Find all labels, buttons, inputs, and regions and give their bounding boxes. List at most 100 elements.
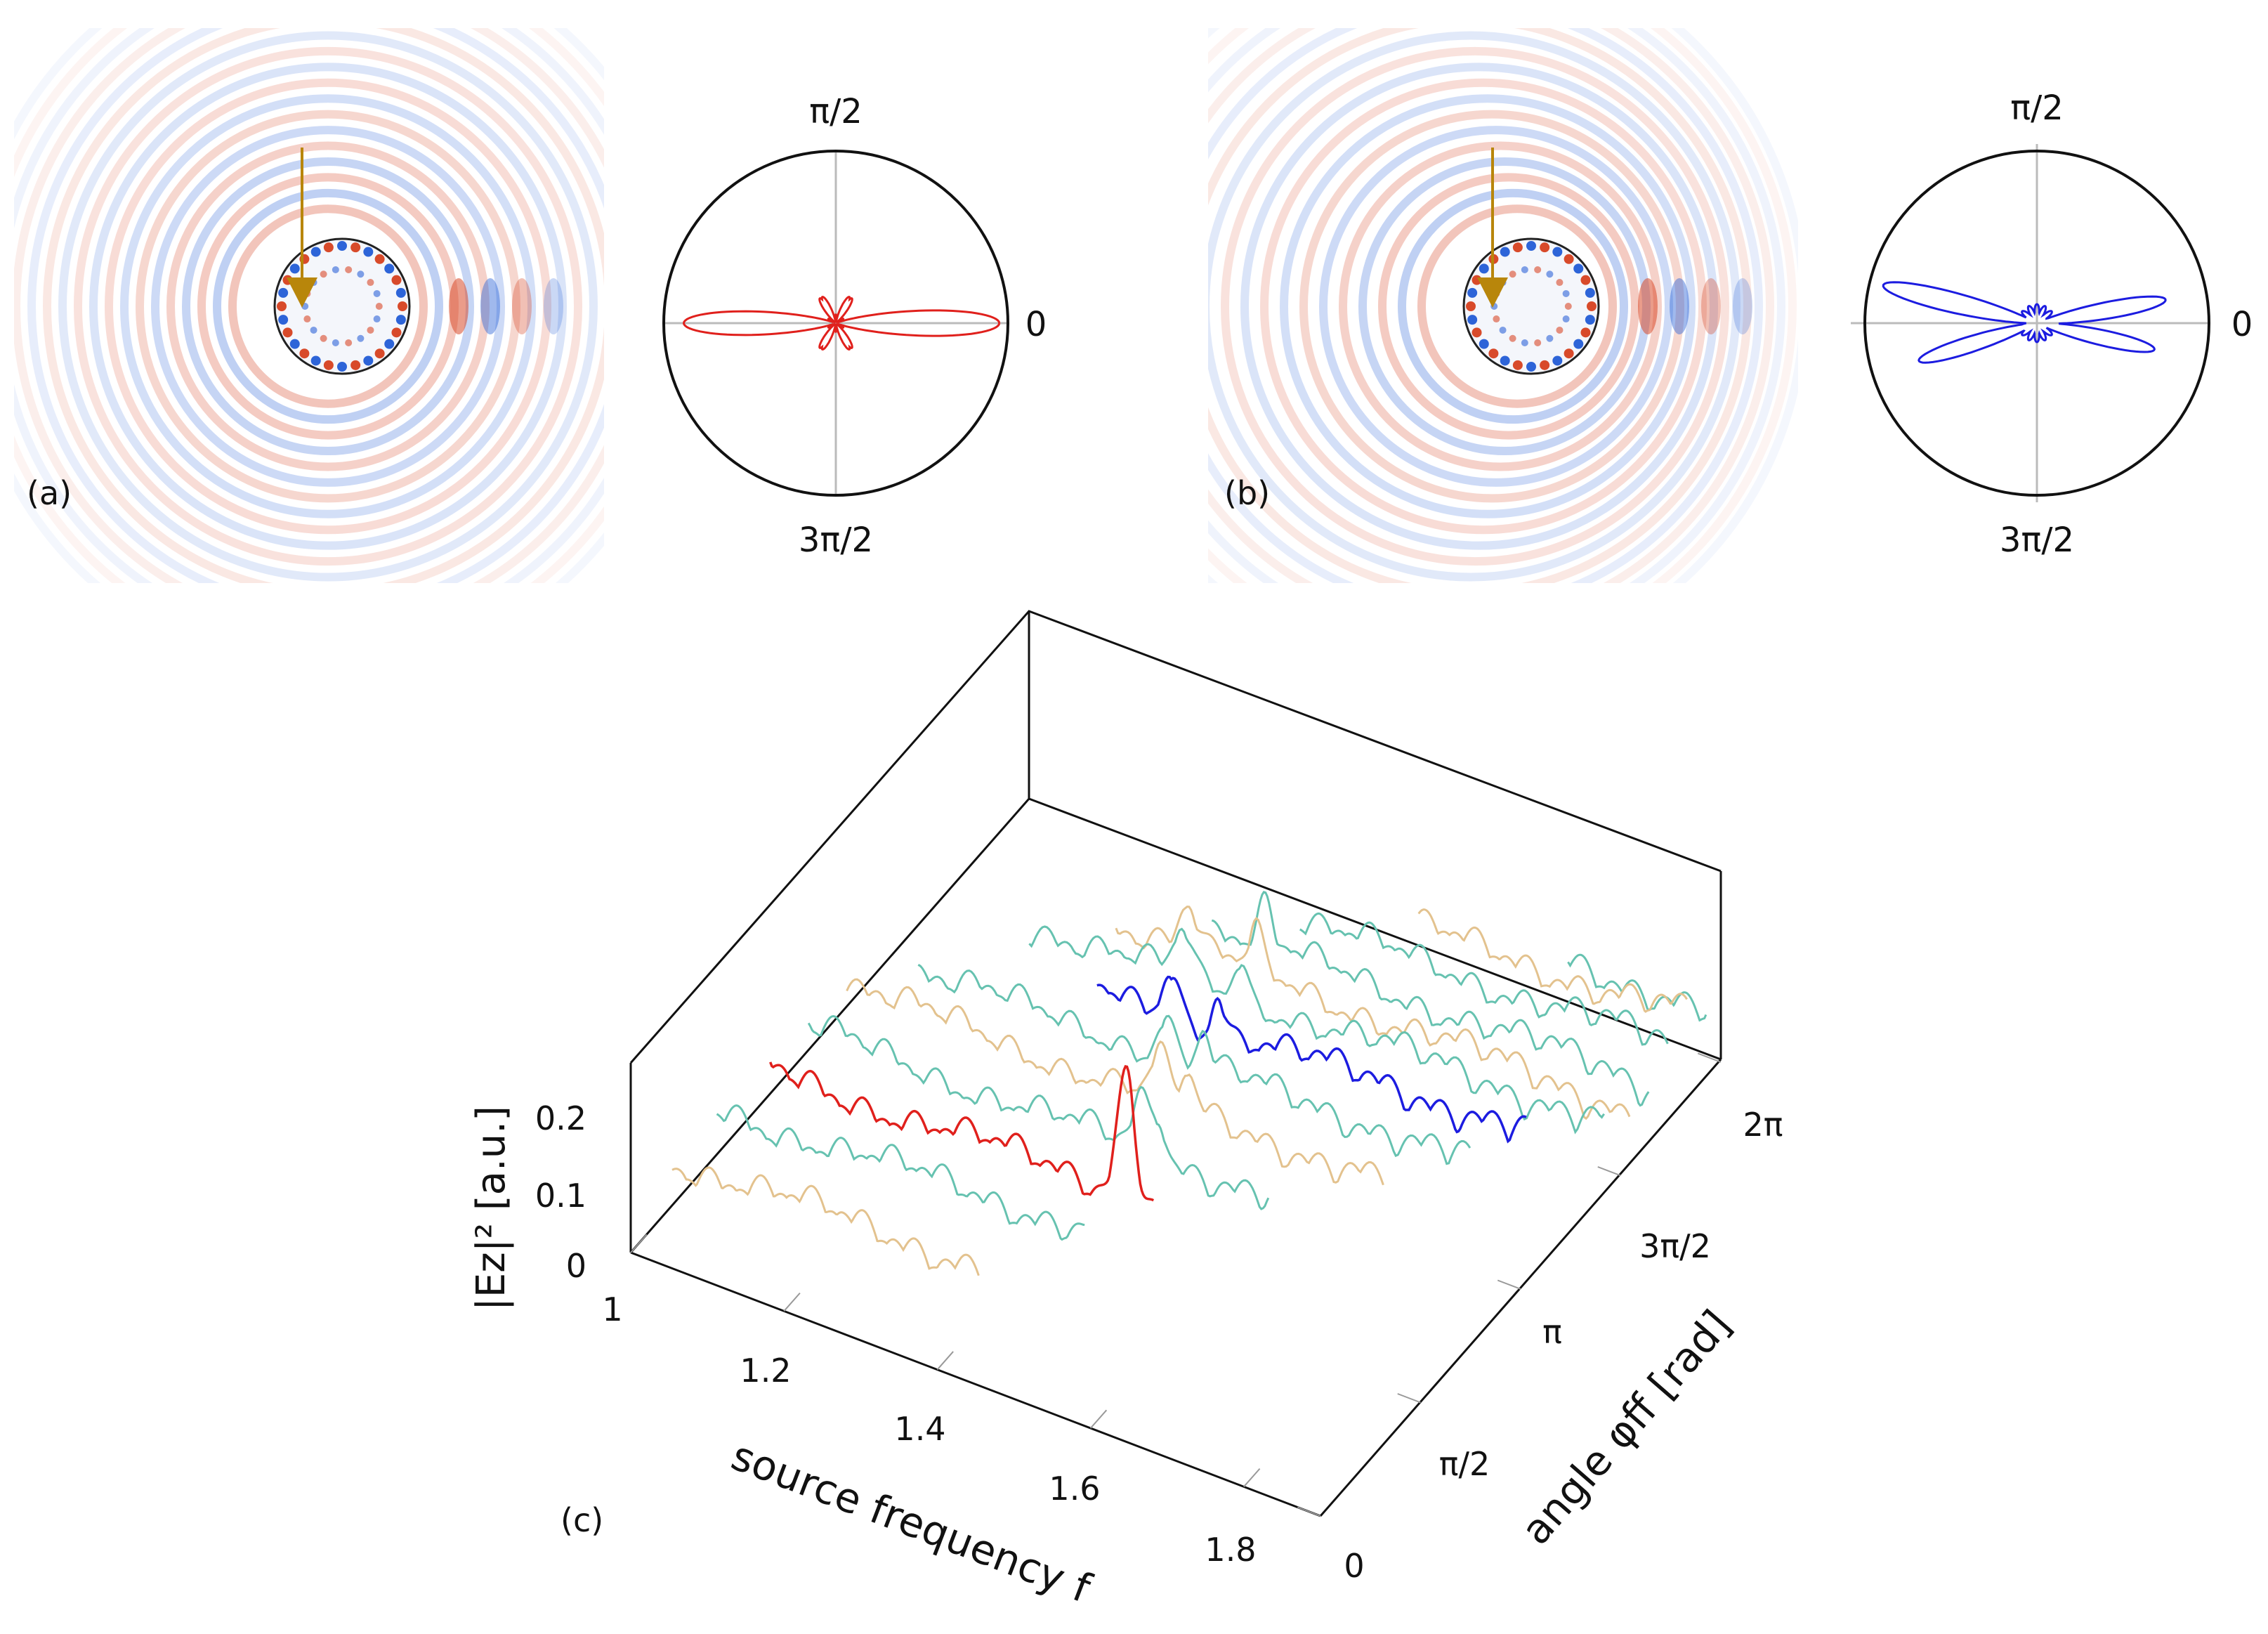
mode-dot bbox=[323, 242, 334, 253]
mode-dot bbox=[374, 348, 385, 359]
wave-lobe bbox=[1638, 278, 1658, 334]
mode-dot bbox=[277, 301, 287, 311]
series-line bbox=[917, 964, 1471, 1165]
wave-ring bbox=[1280, 94, 1696, 518]
x-tick-1: 1 bbox=[602, 1290, 622, 1328]
mode-dot bbox=[337, 362, 347, 372]
waterfall-ticks bbox=[630, 1052, 1722, 1517]
z-tick-0.1: 0.1 bbox=[535, 1177, 586, 1215]
wave-lobe bbox=[1670, 278, 1689, 334]
panel-label-c: (c) bbox=[561, 1501, 603, 1539]
mode-dot bbox=[1512, 360, 1523, 370]
mode-dot bbox=[1467, 315, 1478, 325]
mode-dot bbox=[398, 301, 407, 311]
wave-ring bbox=[1240, 63, 1718, 550]
panel-label-a: (a) bbox=[27, 474, 72, 512]
y-tick-0: 0 bbox=[1344, 1547, 1364, 1585]
mode-dot bbox=[1573, 263, 1584, 274]
polar-curve-b bbox=[1882, 281, 2167, 364]
mode-dot bbox=[289, 263, 300, 274]
wave-lobe bbox=[480, 278, 500, 334]
series-line bbox=[1211, 891, 1650, 1107]
mode-dot bbox=[332, 339, 339, 346]
x-tick-1.8: 1.8 bbox=[1205, 1531, 1256, 1569]
mode-dot bbox=[323, 360, 334, 370]
wave-ring bbox=[43, 28, 604, 583]
mode-dot bbox=[1552, 247, 1563, 257]
wave-ring bbox=[1378, 173, 1639, 440]
x-axis-label: source frequency f bbox=[726, 1432, 1099, 1613]
mode-dot bbox=[345, 266, 353, 274]
wave-ring bbox=[1319, 126, 1673, 487]
mode-dot bbox=[1471, 327, 1482, 338]
mode-dot bbox=[1564, 303, 1572, 310]
series-line bbox=[1567, 953, 1707, 1022]
x-tick-1.2: 1.2 bbox=[740, 1352, 791, 1390]
mode-dot bbox=[303, 315, 311, 323]
wave-ring bbox=[1208, 31, 1741, 582]
source-arrow-a-icon bbox=[287, 148, 317, 308]
y-tick-3pi-2: 3π/2 bbox=[1639, 1227, 1711, 1265]
y-tick-2pi: 2π bbox=[1743, 1106, 1783, 1144]
mode-dot bbox=[1540, 242, 1550, 253]
mode-dot bbox=[1573, 339, 1584, 349]
wave-lobe bbox=[449, 278, 468, 334]
y-tick-mark bbox=[1497, 1279, 1521, 1290]
mode-dot bbox=[373, 315, 381, 323]
series-line bbox=[671, 1166, 980, 1276]
mode-dot bbox=[395, 287, 406, 298]
mode-dot bbox=[310, 326, 317, 334]
mode-dot bbox=[1466, 301, 1476, 311]
mode-dot bbox=[1509, 334, 1516, 342]
mode-dot bbox=[384, 263, 395, 274]
mode-dot bbox=[1534, 339, 1542, 346]
wave-lobe bbox=[1733, 278, 1752, 334]
mode-dot bbox=[375, 303, 383, 310]
wave-ring bbox=[120, 94, 536, 518]
wave-ring bbox=[1299, 110, 1684, 503]
mode-dot bbox=[1512, 242, 1523, 253]
mode-dot bbox=[373, 289, 381, 297]
wave-ring bbox=[1208, 28, 1752, 583]
wave-ring bbox=[1260, 78, 1707, 535]
wave-ring bbox=[1417, 204, 1617, 408]
mode-dot bbox=[1479, 339, 1489, 349]
mode-dot bbox=[1562, 289, 1570, 297]
mode-dot bbox=[363, 355, 374, 366]
wave-ring bbox=[1208, 28, 1785, 583]
y-tick-mark bbox=[1397, 1393, 1421, 1404]
wave-ring bbox=[1208, 28, 1797, 583]
mode-dot bbox=[1546, 334, 1554, 342]
z-tick-0.2: 0.2 bbox=[535, 1099, 586, 1137]
mode-dot bbox=[1467, 287, 1478, 298]
mode-dot bbox=[278, 315, 289, 325]
wave-ring bbox=[228, 204, 428, 408]
y-tick-mark bbox=[1297, 1506, 1321, 1517]
series-line bbox=[1299, 912, 1669, 1046]
mode-dot bbox=[1534, 266, 1542, 274]
mode-dot bbox=[1556, 326, 1564, 334]
mode-dot bbox=[395, 315, 406, 325]
wave-ring bbox=[74, 46, 582, 566]
wave-ring bbox=[1221, 46, 1729, 566]
wave-ring bbox=[151, 126, 505, 487]
y-tick-mark bbox=[1597, 1166, 1621, 1177]
wave-ring bbox=[105, 78, 551, 535]
mode-dot bbox=[345, 339, 353, 346]
series-line bbox=[1028, 925, 1605, 1135]
field-map-a bbox=[14, 28, 604, 583]
field-map-b bbox=[1208, 28, 1798, 583]
mode-dot bbox=[1580, 327, 1591, 338]
mode-dot bbox=[1540, 360, 1550, 370]
wave-ring bbox=[1208, 28, 1763, 583]
series-line bbox=[1115, 906, 1631, 1120]
series-line bbox=[1096, 975, 1527, 1144]
mode-dot bbox=[367, 326, 374, 334]
wave-ring bbox=[182, 157, 474, 456]
x-tick-1.4: 1.4 bbox=[894, 1410, 945, 1448]
mode-dot bbox=[320, 334, 327, 342]
mode-dot bbox=[363, 247, 374, 257]
mode-dot bbox=[282, 327, 293, 338]
wave-ring bbox=[136, 110, 520, 503]
